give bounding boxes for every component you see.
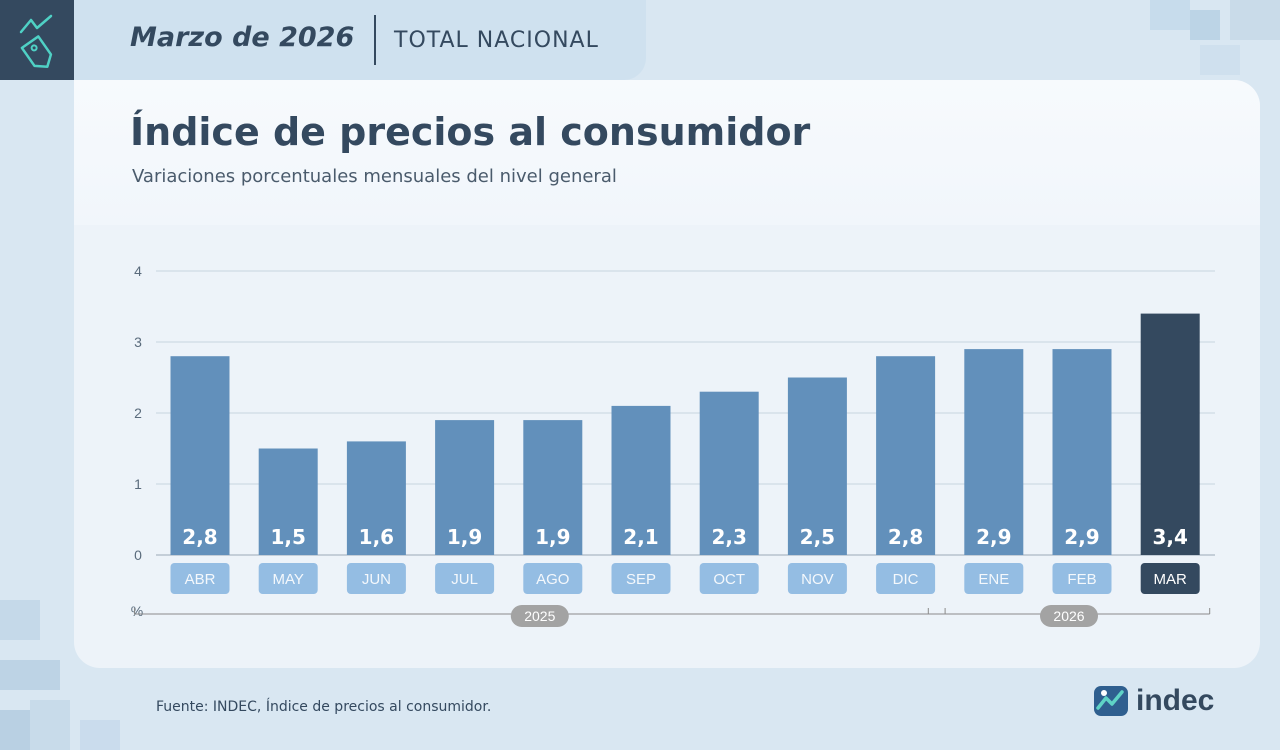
bar [258,448,318,555]
category-box [523,563,583,594]
category-box [787,563,847,594]
header-bar: Marzo de 2026 TOTAL NACIONAL [74,0,646,80]
category-box [258,563,318,594]
category-box [170,563,230,594]
data-label: 2,3 [711,525,746,549]
x-tick-label: MAR [1154,571,1188,588]
data-label: 1,5 [270,525,305,549]
x-tick-label: SEP [626,571,656,588]
x-tick-label: MAY [272,571,303,588]
x-tick-label: NOV [801,571,834,588]
x-tick-label: ABR [185,571,216,588]
data-label: 2,8 [888,525,923,549]
data-label: 3,4 [1152,525,1187,549]
year-pill [510,605,569,627]
header-date: Marzo de 2026 [130,22,355,53]
category-box [964,563,1024,594]
data-label: 2,8 [182,525,217,549]
indec-logo-icon [1094,686,1128,716]
bar [1140,313,1200,555]
bar [435,420,495,555]
year-pill [1040,605,1098,627]
x-tick-label: DIC [893,571,919,588]
category-box [876,563,936,594]
header-scope: TOTAL NACIONAL [394,28,599,53]
price-tag-icon [19,14,53,68]
bar [611,405,671,555]
bar [523,420,583,555]
bar [1052,349,1112,555]
y-tick-label: 0 [134,547,142,563]
header-separator [374,15,376,65]
y-tick-label: 2 [134,405,142,421]
category-box [346,563,406,594]
category-box [1052,563,1112,594]
bar [699,391,759,555]
source-note: Fuente: INDEC, Índice de precios al cons… [156,699,492,715]
bar [346,441,406,555]
x-tick-label: AGO [536,571,569,588]
data-label: 2,9 [976,525,1011,549]
x-tick-label: ENE [978,571,1009,588]
year-label: 2025 [524,608,555,624]
bar [964,349,1024,555]
x-tick-label: FEB [1067,571,1096,588]
card-header [74,80,1260,225]
x-tick-label: JUL [451,571,478,588]
y-tick-label: 1 [134,476,142,492]
category-box [699,563,759,594]
data-label: 1,9 [447,525,482,549]
indec-logo: indec [1092,684,1214,718]
x-tick-label: JUN [362,571,391,588]
bar [787,377,847,555]
year-label: 2026 [1053,608,1084,624]
data-label: 1,6 [359,525,394,549]
bar [170,356,230,555]
category-box [1140,563,1200,594]
y-axis-unit: % [131,603,143,619]
chart-title: Índice de precios al consumidor [130,110,811,154]
data-label: 1,9 [535,525,570,549]
bar [876,356,936,555]
logo-text: indec [1136,684,1215,717]
category-box [435,563,495,594]
corner-badge [0,0,74,80]
chart-subtitle: Variaciones porcentuales mensuales del n… [132,166,617,187]
data-label: 2,1 [623,525,658,549]
data-label: 2,5 [800,525,835,549]
x-tick-label: OCT [713,571,745,588]
y-tick-label: 4 [134,263,142,279]
y-tick-label: 3 [134,334,142,350]
data-label: 2,9 [1064,525,1099,549]
category-box [611,563,671,594]
